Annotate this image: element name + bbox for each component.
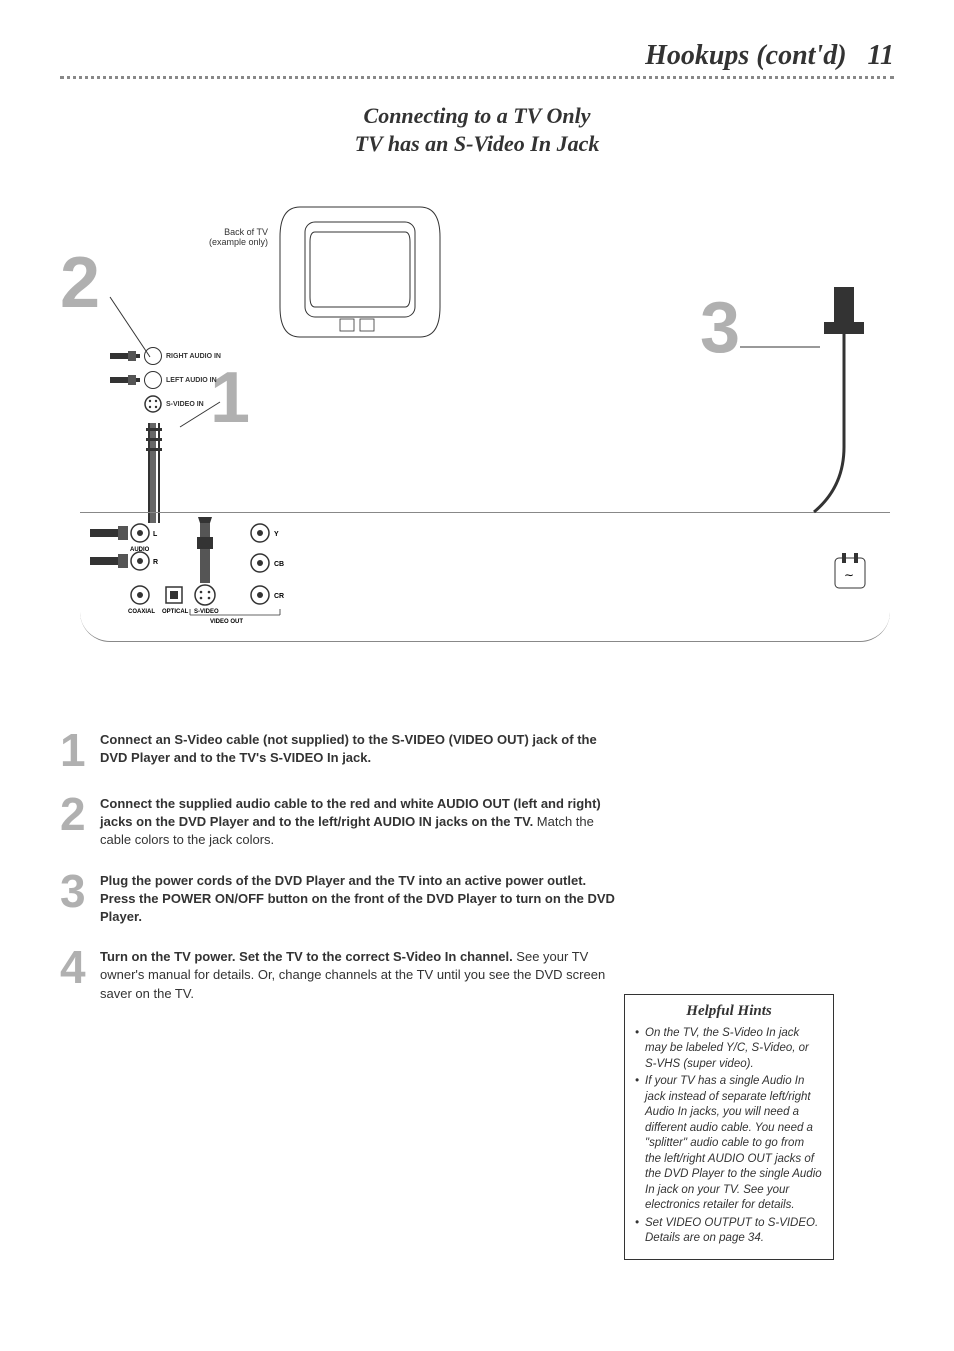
hints-title: Helpful Hints [635,1003,823,1020]
jack-left-audio: LEFT AUDIO IN [110,371,270,389]
cables-icon [110,423,270,523]
step-bold: Turn on the TV power. Set the TV to the … [100,949,513,964]
divider [60,76,894,79]
hint-item: If your TV has a single Audio In jack in… [635,1074,823,1214]
step-text: Plug the power cords of the DVD Player a… [100,868,620,927]
step-bold: Connect the supplied audio cable to the … [100,796,601,829]
step-4: 4 Turn on the TV power. Set the TV to th… [60,944,620,1003]
hookup-diagram: Back of TV (example only) 2 1 3 RIGHT AU… [60,187,894,667]
step-3: 3 Plug the power cords of the DVD Player… [60,868,620,927]
dvd-audio-l: L [153,531,158,538]
dvd-audio-r: R [153,559,158,566]
section-title: Connecting to a TV Only [60,103,894,129]
dvd-svideo: S-VIDEO [194,609,219,615]
jack-circle-icon [144,347,162,365]
step-text: Connect the supplied audio cable to the … [100,791,620,850]
jack-right-audio: RIGHT AUDIO IN [110,347,270,365]
helpful-hints-box: Helpful Hints On the TV, the S-Video In … [624,994,834,1260]
step-2: 2 Connect the supplied audio cable to th… [60,791,620,850]
dvd-coaxial: COAXIAL [128,609,155,615]
ac-socket-icon: ∼ [830,553,870,593]
page-number: 11 [868,40,894,71]
header-title: Hookups (cont'd) [645,40,846,71]
step-num: 1 [60,727,100,773]
hints-list: On the TV, the S-Video In jack may be la… [635,1026,823,1247]
dvd-back-panel: L AUDIO R COAXIAL OPTICAL [80,512,890,642]
step-text: Turn on the TV power. Set the TV to the … [100,944,620,1003]
page-header: Hookups (cont'd) 11 [60,40,894,72]
power-plug-icon [804,287,884,517]
jack-label-svideo: S-VIDEO IN [166,401,204,408]
page: Hookups (cont'd) 11 Connecting to a TV O… [60,40,894,1310]
jack-label-right: RIGHT AUDIO IN [166,353,221,360]
dvd-cb: CB [274,561,284,568]
step-1: 1 Connect an S-Video cable (not supplied… [60,727,620,773]
dvd-y: Y [274,531,279,538]
jack-circle-icon [144,371,162,389]
jack-svideo: S-VIDEO IN [144,395,270,413]
step-num: 3 [60,868,100,914]
rca-plug-icon [110,374,140,386]
hint-item: Set VIDEO OUTPUT to S-VIDEO. Details are… [635,1216,823,1247]
svideo-jack-icon [144,395,162,413]
step-num: 2 [60,791,100,837]
rca-plug-icon [110,350,140,362]
dvd-cr: CR [274,593,284,600]
dvd-video-out: VIDEO OUT [210,619,243,625]
dvd-optical: OPTICAL [162,609,189,615]
section-subtitle: TV has an S-Video In Jack [60,131,894,157]
steps-list: 1 Connect an S-Video cable (not supplied… [60,727,620,1003]
step-bold: Connect an S-Video cable (not supplied) … [100,732,597,765]
svg-text:∼: ∼ [844,568,854,582]
hint-item: On the TV, the S-Video In jack may be la… [635,1026,823,1073]
dvd-jacks-icon: L AUDIO R COAXIAL OPTICAL [90,513,340,643]
step-bold: Plug the power cords of the DVD Player a… [100,873,615,924]
tv-jacks: RIGHT AUDIO IN LEFT AUDIO IN S-VIDEO IN [110,347,270,528]
jack-label-left: LEFT AUDIO IN [166,377,217,384]
step-num: 4 [60,944,100,990]
step-text: Connect an S-Video cable (not supplied) … [100,727,620,767]
